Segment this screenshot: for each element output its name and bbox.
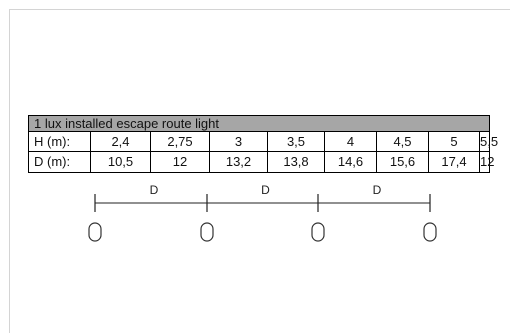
- spacing-table: 1 lux installed escape route light H (m)…: [28, 115, 498, 173]
- distance-value-cell: 13,8: [267, 152, 324, 172]
- distance-value-cell: 10,5: [90, 152, 150, 172]
- distance-row: D (m): 10,5 12 13,2 13,8 14,6 15,6 17,4 12: [29, 152, 494, 172]
- height-value-cell: 2,4: [90, 132, 150, 151]
- distance-value-cell: 15,6: [376, 152, 428, 172]
- spacing-label: D: [261, 183, 270, 197]
- luminaire-icon: [423, 222, 437, 242]
- distance-value-cell: 13,2: [209, 152, 267, 172]
- height-value-cell: 3: [209, 132, 267, 151]
- luminaire-icon: [200, 222, 214, 242]
- distance-value-cell: 12: [150, 152, 209, 172]
- page-frame: [9, 9, 510, 333]
- height-row-header: H (m):: [34, 134, 71, 149]
- height-value-cell: 5: [428, 132, 479, 151]
- luminaire-icon: [311, 222, 325, 242]
- distance-value-cell: 14,6: [324, 152, 376, 172]
- distance-row-header: D (m):: [34, 154, 71, 169]
- height-value-cell: 2,75: [150, 132, 209, 151]
- spacing-label: D: [150, 183, 159, 197]
- table-title: 1 lux installed escape route light: [34, 116, 220, 131]
- spacing-label: D: [373, 183, 382, 197]
- height-value-cell: 4,5: [376, 132, 428, 151]
- luminaire-icon: [88, 222, 102, 242]
- table-title-bar: 1 lux installed escape route light: [29, 116, 489, 132]
- height-row: H (m): 2,4 2,75 3 3,5 4 4,5 5 5,5: [29, 132, 498, 152]
- distance-value-cell: 17,4: [428, 152, 479, 172]
- height-value-cell: 4: [324, 132, 376, 151]
- height-value-cell: 3,5: [267, 132, 324, 151]
